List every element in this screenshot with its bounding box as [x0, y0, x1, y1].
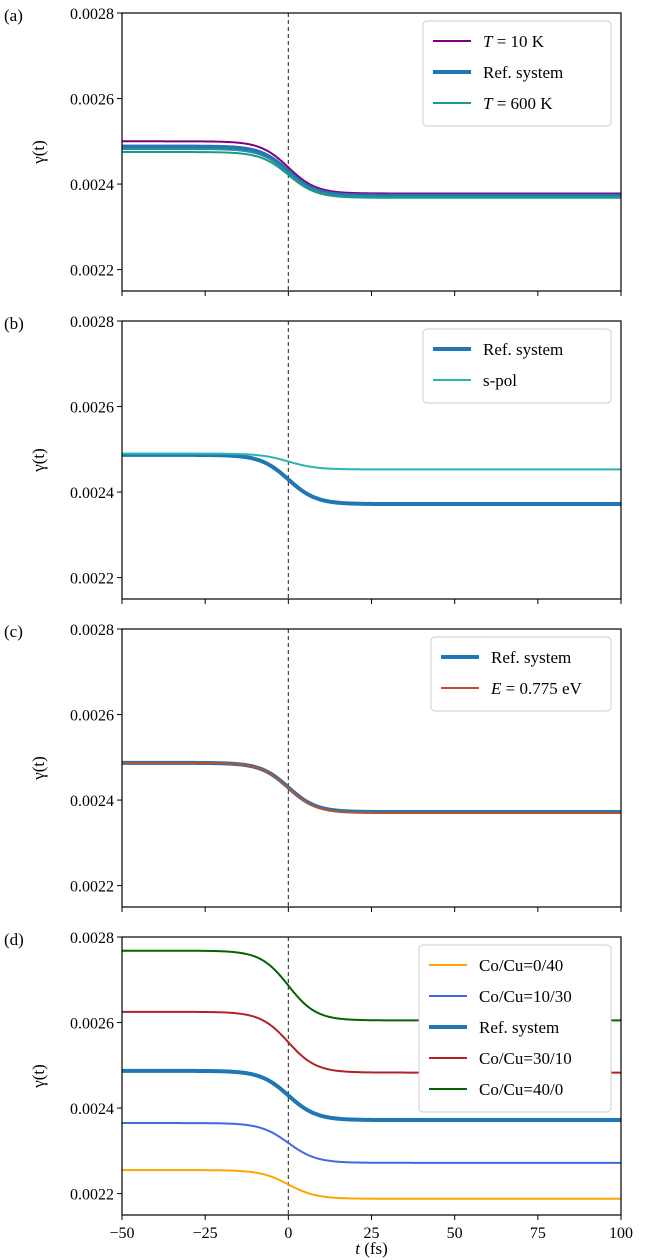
legend-label: E = 0.775 eV — [490, 679, 583, 698]
panel-label: (b) — [4, 314, 24, 333]
legend-label-part: Co/Cu=40/0 — [479, 1080, 563, 1099]
series-line-1 — [122, 140, 621, 195]
y-tick-label: 0.0026 — [70, 708, 114, 725]
legend-box — [422, 20, 612, 127]
panel-label: (d) — [4, 930, 24, 949]
legend: Ref. system E = 0.775 eV — [430, 636, 612, 712]
y-tick-label: 0.0022 — [70, 263, 114, 280]
y-tick-label: 0.0024 — [70, 485, 114, 502]
legend-label: s-pol — [483, 371, 517, 390]
series-line-5 — [122, 151, 621, 199]
panel-a: (a) γ(t) 0.0022 0.0024 0.0026 0.0028 T = 10 K R… — [4, 6, 622, 296]
y-axis-label: γ(t) — [29, 448, 48, 473]
plot-frame — [121, 628, 622, 908]
legend-label: Ref. system — [483, 340, 563, 359]
series-line-3 — [122, 1068, 621, 1123]
series-line-2 — [122, 452, 621, 471]
legend-label-part: Ref. system — [483, 340, 563, 359]
legend-label-part: = 10 K — [492, 32, 544, 51]
legend-label-part: T — [483, 94, 494, 113]
panel-d: (d) γ(t) 0.0022 0.0024 0.0026 0.0028 −50 −25 0 25… — [4, 930, 633, 1242]
y-tick-label: 0.0024 — [70, 793, 114, 810]
panel-b: (b) γ(t) 0.0022 0.0024 0.0026 0.0028 Ref. syst… — [4, 314, 622, 604]
legend-label: Co/Cu=10/30 — [479, 987, 572, 1006]
y-tick-label: 0.0024 — [70, 1101, 114, 1118]
series-line-3 — [122, 144, 621, 199]
legend-label: Ref. system — [491, 648, 571, 667]
series-group — [122, 760, 621, 815]
legend-label-part: = 600 K — [492, 94, 553, 113]
y-tick-label: 0.0026 — [70, 92, 114, 109]
series-line-1 — [122, 760, 621, 815]
x-axis-label: t (fs) — [355, 1239, 388, 1258]
x-axis-label-unit: (fs) — [360, 1239, 388, 1258]
x-tick-label: 100 — [609, 1225, 633, 1242]
y-tick-label: 0.0022 — [70, 879, 114, 896]
legend: T = 10 K Ref. system T = 600 K — [422, 20, 612, 127]
series-line-2 — [122, 1122, 621, 1164]
legend-label: Ref. system — [483, 63, 563, 82]
y-tick-label: 0.0028 — [70, 930, 114, 947]
y-tick-label: 0.0022 — [70, 571, 114, 588]
x-tick-label: 25 — [364, 1225, 380, 1242]
y-axis-label: γ(t) — [29, 1064, 48, 1089]
plot-frame — [121, 320, 622, 600]
legend-label: Ref. system — [479, 1018, 559, 1037]
plot-frame — [121, 12, 622, 292]
legend-label: T = 10 K — [483, 32, 545, 51]
legend-label-part: Co/Cu=0/40 — [479, 956, 563, 975]
series-line-2 — [122, 761, 621, 814]
y-tick-label: 0.0028 — [70, 622, 114, 639]
legend-label-part: Ref. system — [491, 648, 571, 667]
legend-label-part: T — [483, 32, 494, 51]
legend-label-part: = 0.775 eV — [501, 679, 582, 698]
x-tick-label: 50 — [447, 1225, 463, 1242]
legend-label: T = 600 K — [483, 94, 553, 113]
panel-c: (c) γ(t) 0.0022 0.0024 0.0026 0.0028 Ref. syst… — [4, 622, 622, 912]
series-line-4 — [122, 148, 621, 198]
y-axis-label: γ(t) — [29, 140, 48, 165]
legend-label-part: Co/Cu=30/10 — [479, 1049, 572, 1068]
legend-label-part: Ref. system — [479, 1018, 559, 1037]
x-tick-label: 75 — [530, 1225, 546, 1242]
y-tick-label: 0.0026 — [70, 400, 114, 417]
x-tick-label: 0 — [284, 1225, 292, 1242]
legend-label-part: s-pol — [483, 371, 517, 390]
y-axis-label: γ(t) — [29, 756, 48, 781]
legend: Co/Cu=0/40 Co/Cu=10/30 Ref. system Co/Cu=30… — [418, 944, 612, 1113]
x-tick-label: −50 — [109, 1225, 134, 1242]
panel-label: (a) — [4, 6, 23, 25]
legend-label-part: E — [490, 679, 502, 698]
panel-label: (c) — [4, 622, 23, 641]
legend-label-part: Ref. system — [483, 63, 563, 82]
y-tick-label: 0.0028 — [70, 314, 114, 331]
legend: Ref. system s-pol — [422, 328, 612, 404]
series-line-1 — [122, 1169, 621, 1200]
x-tick-label: −25 — [193, 1225, 218, 1242]
series-line-1 — [122, 452, 621, 507]
legend-label: Co/Cu=0/40 — [479, 956, 563, 975]
y-tick-label: 0.0028 — [70, 6, 114, 23]
y-tick-label: 0.0024 — [70, 177, 114, 194]
plot-frame — [121, 936, 622, 1216]
x-axis-label-var: t — [355, 1239, 361, 1258]
y-tick-label: 0.0026 — [70, 1016, 114, 1033]
y-tick-label: 0.0022 — [70, 1187, 114, 1204]
legend-box — [418, 944, 612, 1113]
series-group — [122, 140, 621, 199]
series-group — [122, 452, 621, 507]
legend-label: Co/Cu=40/0 — [479, 1080, 563, 1099]
legend-label: Co/Cu=30/10 — [479, 1049, 572, 1068]
legend-label-part: Co/Cu=10/30 — [479, 987, 572, 1006]
